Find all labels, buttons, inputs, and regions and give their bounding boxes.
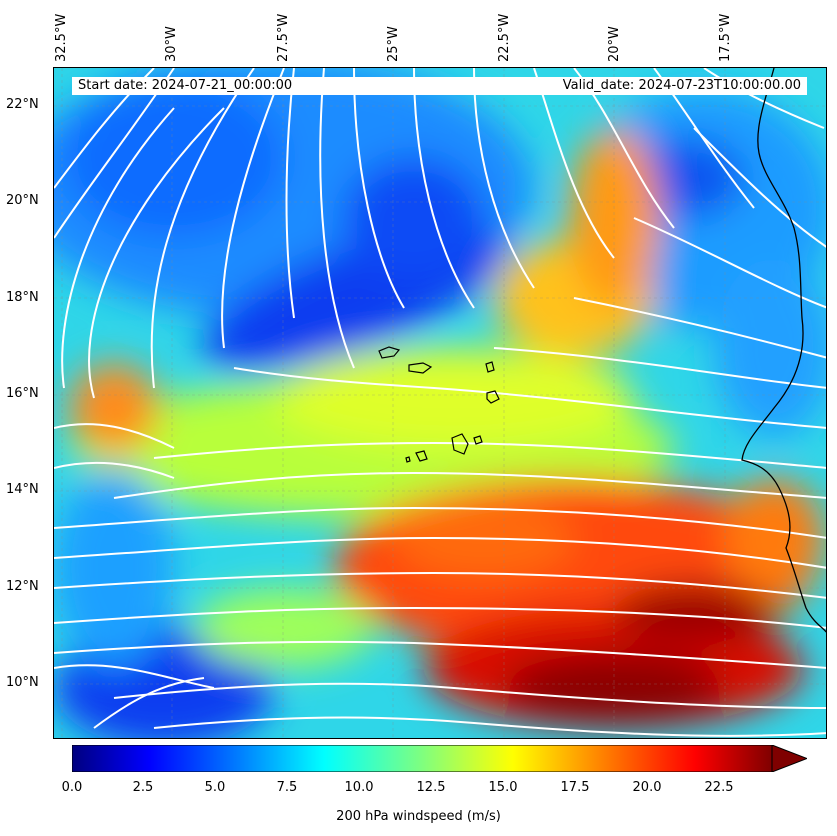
colorbar-tick-0: 0.0 xyxy=(61,780,83,795)
lat-label-12n: 12°N xyxy=(6,579,39,594)
lon-label-32-5w: 32.5°W xyxy=(54,13,69,62)
lon-label-22-5w: 22.5°W xyxy=(497,13,512,62)
colorbar-tick-15: 15.0 xyxy=(488,780,518,795)
lat-label-18n: 18°N xyxy=(6,290,39,305)
colorbar-tick-10: 10.0 xyxy=(344,780,374,795)
colorbar-tick-17-5: 17.5 xyxy=(560,780,590,795)
start-date-label: Start date: 2024-07-21_00:00:00 xyxy=(72,77,564,95)
cape-verde-islands xyxy=(378,346,500,463)
gridlines xyxy=(54,68,826,738)
colorbar xyxy=(72,745,807,772)
lon-label-30w: 30°W xyxy=(164,26,179,62)
lat-label-10n: 10°N xyxy=(6,675,39,690)
windspeed-map xyxy=(54,68,826,738)
colorbar-tick-7-5: 7.5 xyxy=(276,780,298,795)
colorbar-tick-22-5: 22.5 xyxy=(704,780,734,795)
lat-label-22n: 22°N xyxy=(6,97,39,112)
lat-label-16n: 16°N xyxy=(6,386,39,401)
map-panel xyxy=(53,67,827,739)
colorbar-label: 200 hPa windspeed (m/s) xyxy=(336,809,501,824)
lat-label-20n: 20°N xyxy=(6,193,39,208)
lon-label-20w: 20°W xyxy=(607,26,622,62)
valid-date-label: Valid_date: 2024-07-23T10:00:00.00 xyxy=(556,77,807,95)
lat-label-14n: 14°N xyxy=(6,482,39,497)
west-africa-coastline xyxy=(741,68,826,633)
lon-label-27-5w: 27.5°W xyxy=(276,13,291,62)
lon-label-17-5w: 17.5°W xyxy=(718,13,733,62)
colorbar-tick-2-5: 2.5 xyxy=(132,780,154,795)
windspeed-field xyxy=(54,68,826,738)
colorbar-tick-12-5: 12.5 xyxy=(416,780,446,795)
lon-label-25w: 25°W xyxy=(386,26,401,62)
colorbar-tick-20: 20.0 xyxy=(632,780,662,795)
streamlines xyxy=(54,68,826,737)
colorbar-tick-5: 5.0 xyxy=(204,780,226,795)
